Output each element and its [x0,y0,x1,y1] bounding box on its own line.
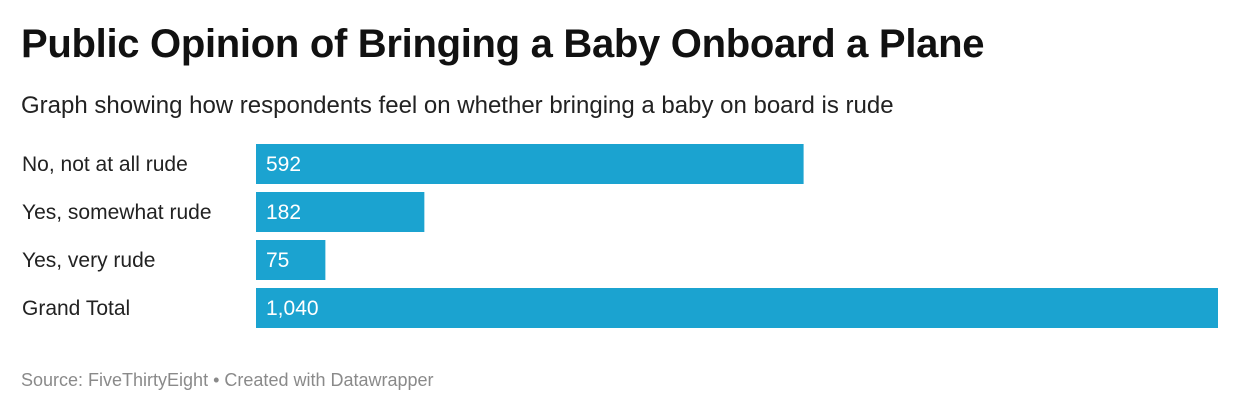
chart-subtitle: Graph showing how respondents feel on wh… [21,92,894,119]
bar [256,192,425,232]
chart-footer: Source: FiveThirtyEight • Created with D… [21,370,434,391]
source-note: Source: FiveThirtyEight [21,370,209,390]
footer-separator: • [213,370,220,390]
bar [256,288,1218,328]
chart-title: Public Opinion of Bringing a Baby Onboar… [21,22,985,66]
category-label: Grand Total [22,297,130,320]
value-label: 182 [266,201,301,224]
category-label: Yes, very rude [22,249,155,272]
bar [256,144,804,184]
category-label: No, not at all rude [22,153,188,176]
credit-note: Created with Datawrapper [224,370,434,390]
value-label: 592 [266,153,301,176]
value-label: 75 [266,249,289,272]
category-label: Yes, somewhat rude [22,201,212,224]
bar [256,240,326,280]
value-label: 1,040 [266,297,319,320]
